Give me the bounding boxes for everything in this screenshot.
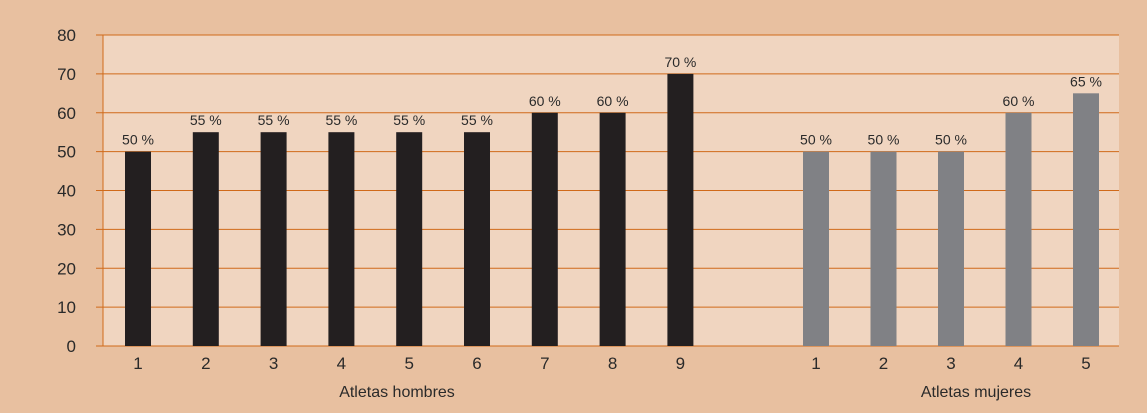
x-tick-label: 4 <box>337 354 346 373</box>
y-tick-label: 0 <box>67 337 76 356</box>
data-label: 60 % <box>1003 93 1035 109</box>
bar-men-1 <box>125 151 151 346</box>
y-tick-label: 80 <box>57 26 76 45</box>
x-tick-label: 9 <box>676 354 685 373</box>
x-tick-label: 5 <box>404 354 413 373</box>
data-label: 55 % <box>461 112 493 128</box>
x-tick-label: 1 <box>133 354 142 373</box>
y-axis: 0 10 20 30 40 50 60 70 80 <box>57 26 104 356</box>
bar-men-5 <box>396 132 423 346</box>
bar-women-2 <box>870 151 897 346</box>
y-tick-label: 20 <box>57 259 76 278</box>
x-tick-label: 2 <box>879 354 888 373</box>
bars: 50 % 55 % 55 % 55 % 55 % 55 % 60 % 60 % 70 % 50 %… <box>122 54 1102 346</box>
x-tick-label: 1 <box>811 354 820 373</box>
data-label: 50 % <box>935 132 967 148</box>
x-axis: 1 2 3 4 5 6 7 8 9 Atletas hombres 1 2 3 4 5 Atletas muj… <box>133 354 1090 401</box>
bar-men-7 <box>531 112 558 346</box>
data-label: 60 % <box>529 93 561 109</box>
y-tick-label: 30 <box>57 220 76 239</box>
y-tick-label: 40 <box>57 182 76 201</box>
y-tick-label: 50 <box>57 143 76 162</box>
x-tick-label: 5 <box>1081 354 1090 373</box>
bar-men-8 <box>599 112 626 346</box>
x-tick-label: 3 <box>946 354 955 373</box>
bar-men-2 <box>192 132 219 346</box>
bar-men-3 <box>260 132 287 346</box>
y-tick-label: 60 <box>57 104 76 123</box>
group-label-women: Atletas mujeres <box>921 384 1031 401</box>
bar-men-4 <box>328 132 355 346</box>
x-tick-label: 7 <box>540 354 549 373</box>
data-label: 65 % <box>1070 73 1102 89</box>
bar-men-6 <box>464 132 490 346</box>
x-tick-label: 3 <box>269 354 278 373</box>
data-label: 50 % <box>122 132 154 148</box>
bar-women-1 <box>803 151 829 346</box>
data-label: 55 % <box>393 112 425 128</box>
data-label: 50 % <box>868 132 900 148</box>
bar-women-5 <box>1073 93 1099 346</box>
bar-men-9 <box>667 73 694 346</box>
group-label-men: Atletas hombres <box>339 384 455 401</box>
x-tick-label: 4 <box>1014 354 1023 373</box>
data-label: 55 % <box>190 112 222 128</box>
data-label: 60 % <box>597 93 629 109</box>
x-tick-label: 6 <box>472 354 481 373</box>
bar-women-3 <box>938 151 964 346</box>
x-tick-label: 2 <box>201 354 210 373</box>
data-label: 55 % <box>325 112 357 128</box>
x-tick-label: 8 <box>608 354 617 373</box>
data-label: 70 % <box>664 54 696 70</box>
data-label: 55 % <box>258 112 290 128</box>
y-tick-label: 10 <box>57 298 76 317</box>
y-tick-label: 70 <box>57 65 76 84</box>
bar-women-4 <box>1005 112 1032 346</box>
data-label: 50 % <box>800 132 832 148</box>
